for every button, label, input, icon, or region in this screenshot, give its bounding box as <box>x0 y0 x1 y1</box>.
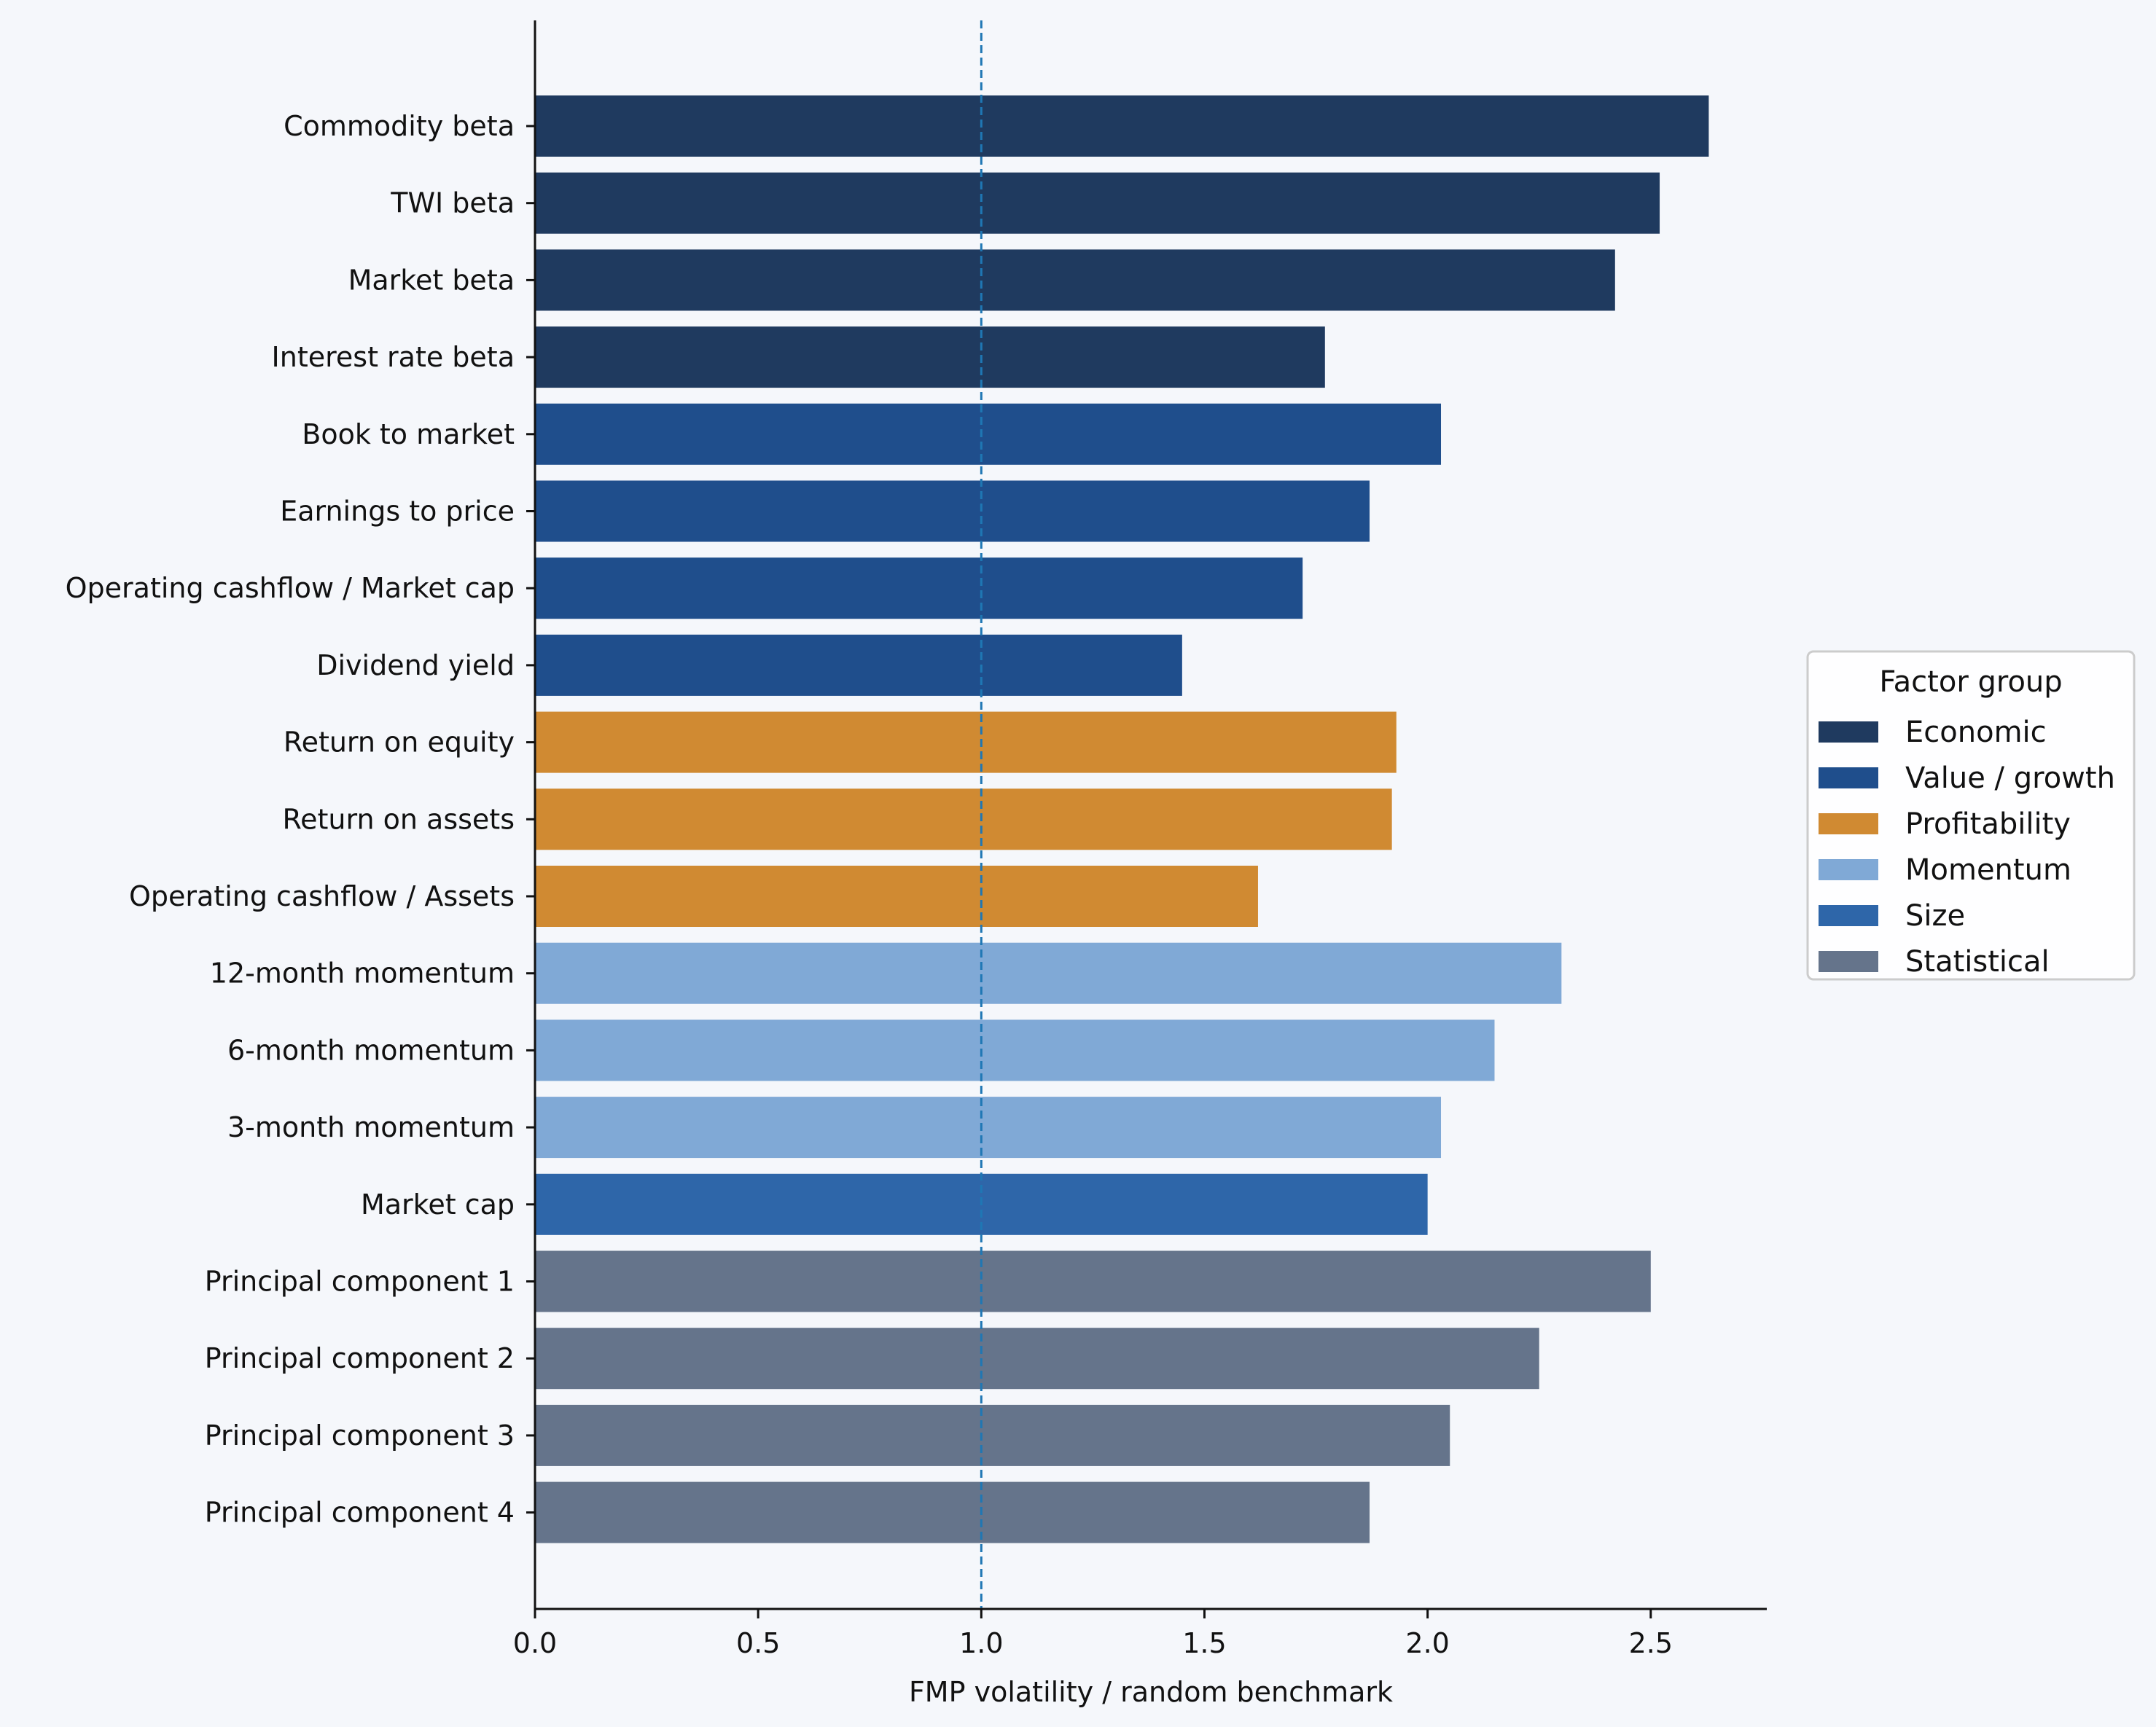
legend-label-value: Value / growth <box>1905 761 2115 795</box>
y-tick-label: Commodity beta <box>284 110 515 142</box>
legend-label-economic: Economic <box>1905 716 2047 749</box>
bar-dividend-yield <box>535 634 1182 696</box>
y-tick-label: Return on assets <box>282 803 515 835</box>
legend-label-profitability: Profitability <box>1905 807 2071 841</box>
bar-twi-beta <box>535 172 1660 234</box>
axes-layer <box>534 20 1767 1610</box>
legend-label-momentum: Momentum <box>1905 853 2071 887</box>
legend: Factor group Economic Value / growth Profi… <box>1806 650 2136 981</box>
bar-earnings-to-price <box>535 480 1370 542</box>
y-tick-label: Principal component 2 <box>205 1342 515 1374</box>
y-tick-label: Principal component 3 <box>205 1419 515 1452</box>
legend-swatch-size <box>1819 905 1878 926</box>
y-tick-label: Principal component 4 <box>205 1497 515 1529</box>
legend-label-size: Size <box>1905 899 1965 933</box>
y-tick-label: Book to market <box>302 418 515 450</box>
x-tick-label: 1.5 <box>1182 1627 1226 1659</box>
bar-6-month-momentum <box>535 1019 1495 1081</box>
y-tick-label: Operating cashflow / Assets <box>129 880 515 912</box>
bar-return-on-equity <box>535 711 1397 773</box>
x-tick-label: 0.0 <box>513 1627 557 1659</box>
y-tick-label: Market beta <box>348 264 515 296</box>
y-tick-label: Return on equity <box>284 727 515 759</box>
legend-swatch-economic <box>1819 721 1878 743</box>
legend-swatch-statistical <box>1819 951 1878 972</box>
bar-interest-rate-beta <box>535 326 1325 388</box>
y-tick-label: Principal component 1 <box>205 1266 515 1298</box>
bar-principal-component-4 <box>535 1481 1370 1543</box>
x-tick-label: 0.5 <box>736 1627 780 1659</box>
x-tick-layer: 0.0 0.5 1.0 1.5 2.0 2.5 <box>513 1609 1673 1659</box>
legend-swatch-profitability <box>1819 813 1878 834</box>
y-tick-label: TWI beta <box>390 187 515 219</box>
legend-items: Economic Value / growth Profitability Momen… <box>1819 716 2115 979</box>
y-tick-label: Dividend yield <box>316 649 515 681</box>
bar-commodity-beta <box>535 95 1709 157</box>
y-tick-label: 3-month momentum <box>227 1111 515 1143</box>
bar-return-on-assets <box>535 788 1392 850</box>
y-tick-label: Interest rate beta <box>272 341 515 373</box>
bar-book-to-market <box>535 403 1442 465</box>
y-tick-layer: Commodity beta TWI beta Market beta Interes… <box>66 110 535 1529</box>
bar-operating-cashflow-assets <box>535 866 1258 927</box>
legend-swatch-momentum <box>1819 859 1878 880</box>
y-tick-label: Market cap <box>361 1188 515 1221</box>
legend-label-statistical: Statistical <box>1905 945 2050 979</box>
y-tick-label: 6-month momentum <box>227 1034 515 1066</box>
y-tick-label: Operating cashflow / Market cap <box>66 572 515 604</box>
bar-operating-cashflow-market-cap <box>535 557 1303 619</box>
bar-market-beta <box>535 249 1615 311</box>
x-tick-label: 2.0 <box>1405 1627 1449 1659</box>
y-tick-label: Earnings to price <box>280 496 515 528</box>
legend-frame <box>1806 650 2136 981</box>
bar-3-month-momentum <box>535 1097 1442 1159</box>
bar-12-month-momentum <box>535 942 1562 1004</box>
x-axis-title: FMP volatility / random benchmark <box>909 1676 1393 1708</box>
legend-title: Factor group <box>1879 665 2062 699</box>
bar-principal-component-2 <box>535 1328 1539 1390</box>
y-tick-label: 12-month momentum <box>210 958 515 990</box>
bar-principal-component-3 <box>535 1404 1450 1466</box>
x-tick-label: 1.0 <box>959 1627 1003 1659</box>
legend-swatch-value <box>1819 767 1878 788</box>
bar-principal-component-1 <box>535 1250 1651 1312</box>
x-tick-label: 2.5 <box>1629 1627 1673 1659</box>
